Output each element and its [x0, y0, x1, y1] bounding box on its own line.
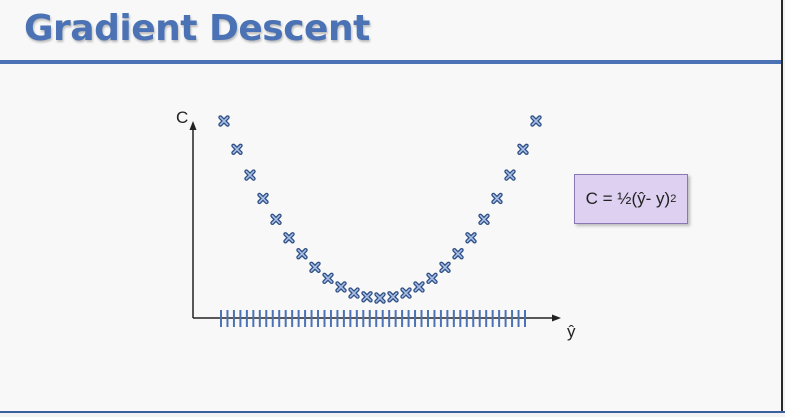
data-point-x-icon	[465, 232, 477, 244]
data-point-x-icon	[270, 213, 282, 226]
data-point-x-icon	[426, 272, 438, 285]
data-point-x-icon	[244, 169, 256, 181]
title-divider	[0, 60, 781, 64]
data-point-x-icon	[400, 287, 412, 299]
data-point-x-icon	[530, 115, 542, 127]
cost-formula-box: C = ½(ŷ- y) 2	[574, 174, 688, 224]
data-point-x-icon	[439, 261, 451, 273]
data-point-x-icon	[374, 292, 386, 304]
data-point-x-icon	[335, 281, 347, 293]
slide-title: Gradient Descent	[24, 8, 370, 49]
data-point-x-icon	[517, 143, 529, 155]
data-point-x-icon	[348, 287, 360, 299]
data-point-x-icon	[387, 291, 399, 303]
cost-formula: C = ½(ŷ- y)	[585, 189, 671, 208]
data-point-x-icon	[218, 115, 230, 127]
data-point-x-icon	[309, 261, 321, 273]
data-point-x-icon	[504, 169, 516, 181]
bottom-divider	[0, 411, 785, 413]
data-point-x-icon	[231, 143, 243, 155]
data-points	[218, 115, 542, 304]
x-tick-marks	[220, 310, 526, 327]
data-point-x-icon	[322, 272, 334, 285]
data-point-x-icon	[283, 232, 295, 244]
data-point-x-icon	[257, 192, 269, 205]
x-axis-label: ŷ	[567, 322, 576, 341]
formula-exponent: 2	[670, 193, 677, 205]
data-point-x-icon	[413, 281, 425, 293]
data-point-x-icon	[361, 291, 373, 303]
data-point-x-icon	[478, 213, 490, 226]
y-axis-label: C	[176, 108, 189, 127]
data-point-x-icon	[452, 248, 464, 260]
y-axis	[189, 121, 197, 318]
data-point-x-icon	[491, 192, 503, 205]
data-point-x-icon	[296, 248, 308, 260]
